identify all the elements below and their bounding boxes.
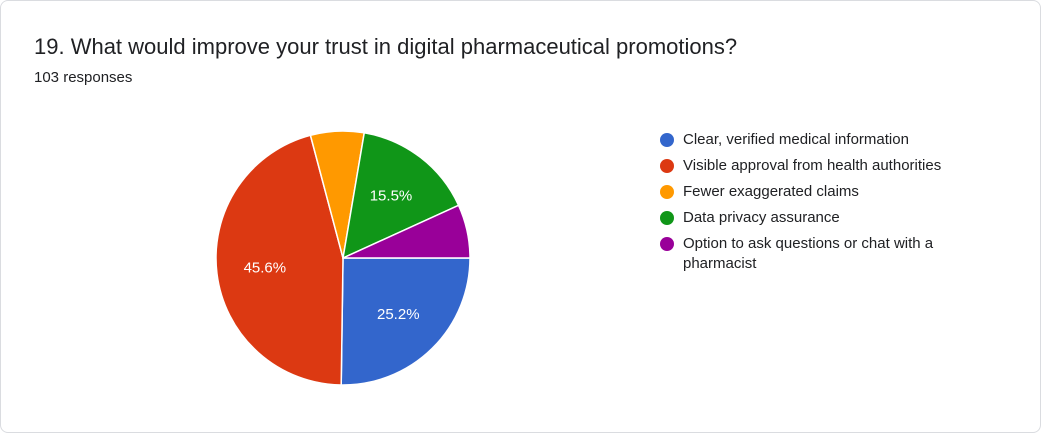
legend-label: Clear, verified medical information xyxy=(683,131,909,148)
legend-color-swatch xyxy=(660,211,674,225)
chart-legend: Clear, verified medical information Visib… xyxy=(660,130,990,280)
legend-label: Data privacy assurance xyxy=(683,209,840,226)
legend-label: Visible approval from health authorities xyxy=(683,157,942,174)
pie-slice-label-1: 25.2% xyxy=(377,306,420,323)
legend-color-swatch xyxy=(660,237,674,251)
legend-color-swatch xyxy=(660,159,674,173)
pie-slice-label-2: 45.6% xyxy=(244,260,287,277)
legend-label: Option to ask questions or chat with a p… xyxy=(683,235,934,272)
legend-color-swatch xyxy=(660,185,674,199)
response-count: 103 responses xyxy=(34,69,133,86)
legend-label: Fewer exaggerated claims xyxy=(683,183,859,200)
question-title: 19. What would improve your trust in dig… xyxy=(34,34,738,59)
pie-slice-2[interactable] xyxy=(215,134,344,386)
pie-slice-label-4: 15.5% xyxy=(370,188,413,205)
legend-item-3[interactable]: Fewer exaggerated claims xyxy=(660,182,990,202)
pie-slice-1[interactable] xyxy=(340,257,471,386)
legend-item-1[interactable]: Clear, verified medical information xyxy=(660,130,990,150)
pie-slice-4[interactable] xyxy=(342,131,460,260)
legend-item-2[interactable]: Visible approval from health authorities xyxy=(660,156,990,176)
legend-color-swatch xyxy=(660,133,674,147)
legend-item-4[interactable]: Data privacy assurance xyxy=(660,208,990,228)
pie-slice-5[interactable] xyxy=(342,204,471,259)
legend-item-5[interactable]: Option to ask questions or chat with a p… xyxy=(660,234,990,274)
